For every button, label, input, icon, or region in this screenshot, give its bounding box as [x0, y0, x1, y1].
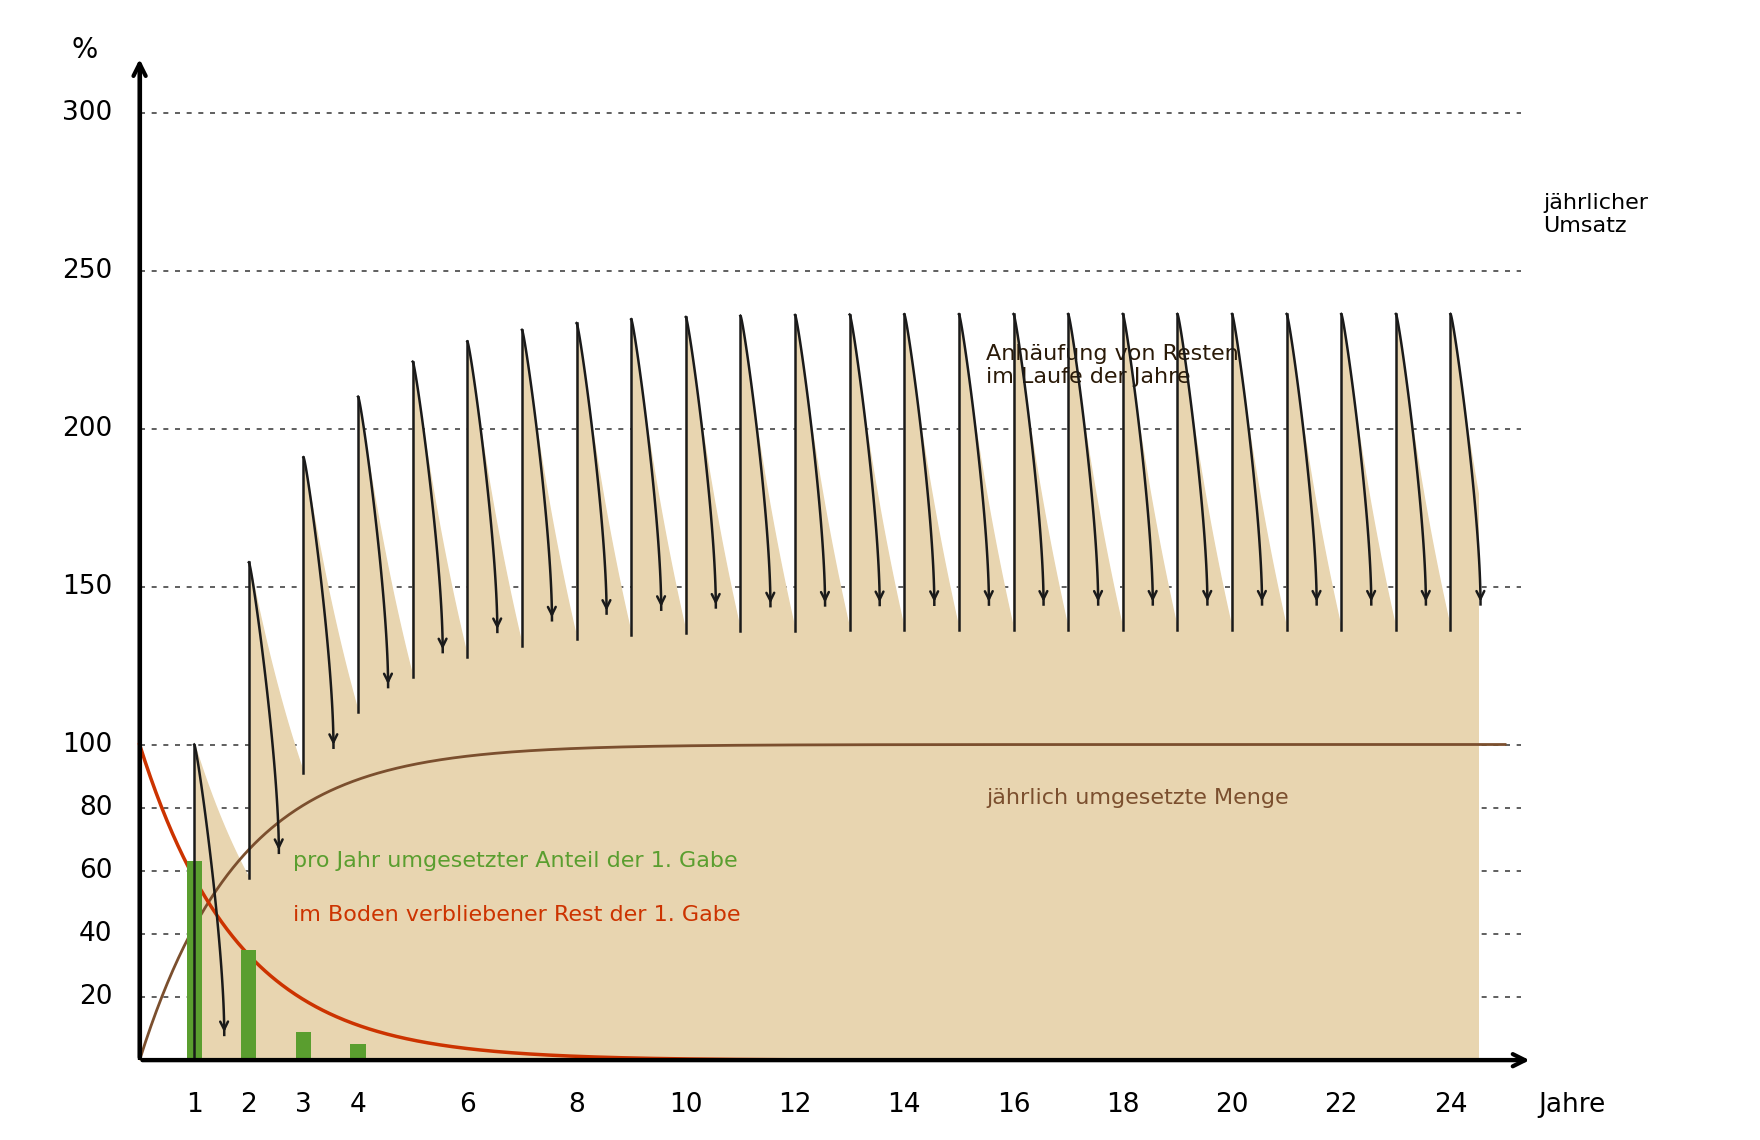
Text: jährlicher
Umsatz: jährlicher Umsatz — [1544, 193, 1649, 236]
Text: 80: 80 — [79, 795, 113, 821]
Bar — [187, 862, 202, 1060]
Text: Jahre: Jahre — [1538, 1092, 1605, 1117]
Text: 22: 22 — [1325, 1092, 1359, 1117]
Text: 20: 20 — [1214, 1092, 1250, 1117]
Text: 3: 3 — [296, 1092, 312, 1117]
Text: 12: 12 — [778, 1092, 811, 1117]
Text: 60: 60 — [79, 857, 113, 884]
Bar — [350, 1044, 366, 1060]
Bar — [296, 1032, 312, 1060]
Text: 18: 18 — [1105, 1092, 1139, 1117]
Text: 20: 20 — [79, 984, 113, 1010]
Text: 250: 250 — [62, 258, 113, 284]
Text: im Boden verbliebener Rest der 1. Gabe: im Boden verbliebener Rest der 1. Gabe — [292, 905, 739, 925]
Bar — [241, 950, 257, 1060]
Text: %: % — [72, 36, 99, 64]
Text: 10: 10 — [669, 1092, 702, 1117]
Text: 300: 300 — [62, 100, 113, 127]
Text: 100: 100 — [62, 732, 113, 757]
Text: pro Jahr umgesetzter Anteil der 1. Gabe: pro Jahr umgesetzter Anteil der 1. Gabe — [292, 852, 737, 871]
Text: 200: 200 — [62, 416, 113, 442]
Text: 24: 24 — [1434, 1092, 1468, 1117]
Text: 6: 6 — [459, 1092, 475, 1117]
Text: Anhäufung von Resten
im Laufe der Jahre: Anhäufung von Resten im Laufe der Jahre — [986, 344, 1239, 388]
Text: 16: 16 — [996, 1092, 1030, 1117]
Text: 40: 40 — [79, 921, 113, 947]
Text: 14: 14 — [887, 1092, 920, 1117]
Text: jährlich umgesetzte Menge: jährlich umgesetzte Menge — [986, 788, 1288, 808]
Text: 2: 2 — [241, 1092, 257, 1117]
Text: 150: 150 — [62, 573, 113, 600]
Text: 4: 4 — [350, 1092, 366, 1117]
Text: 8: 8 — [568, 1092, 584, 1117]
Text: 1: 1 — [187, 1092, 202, 1117]
